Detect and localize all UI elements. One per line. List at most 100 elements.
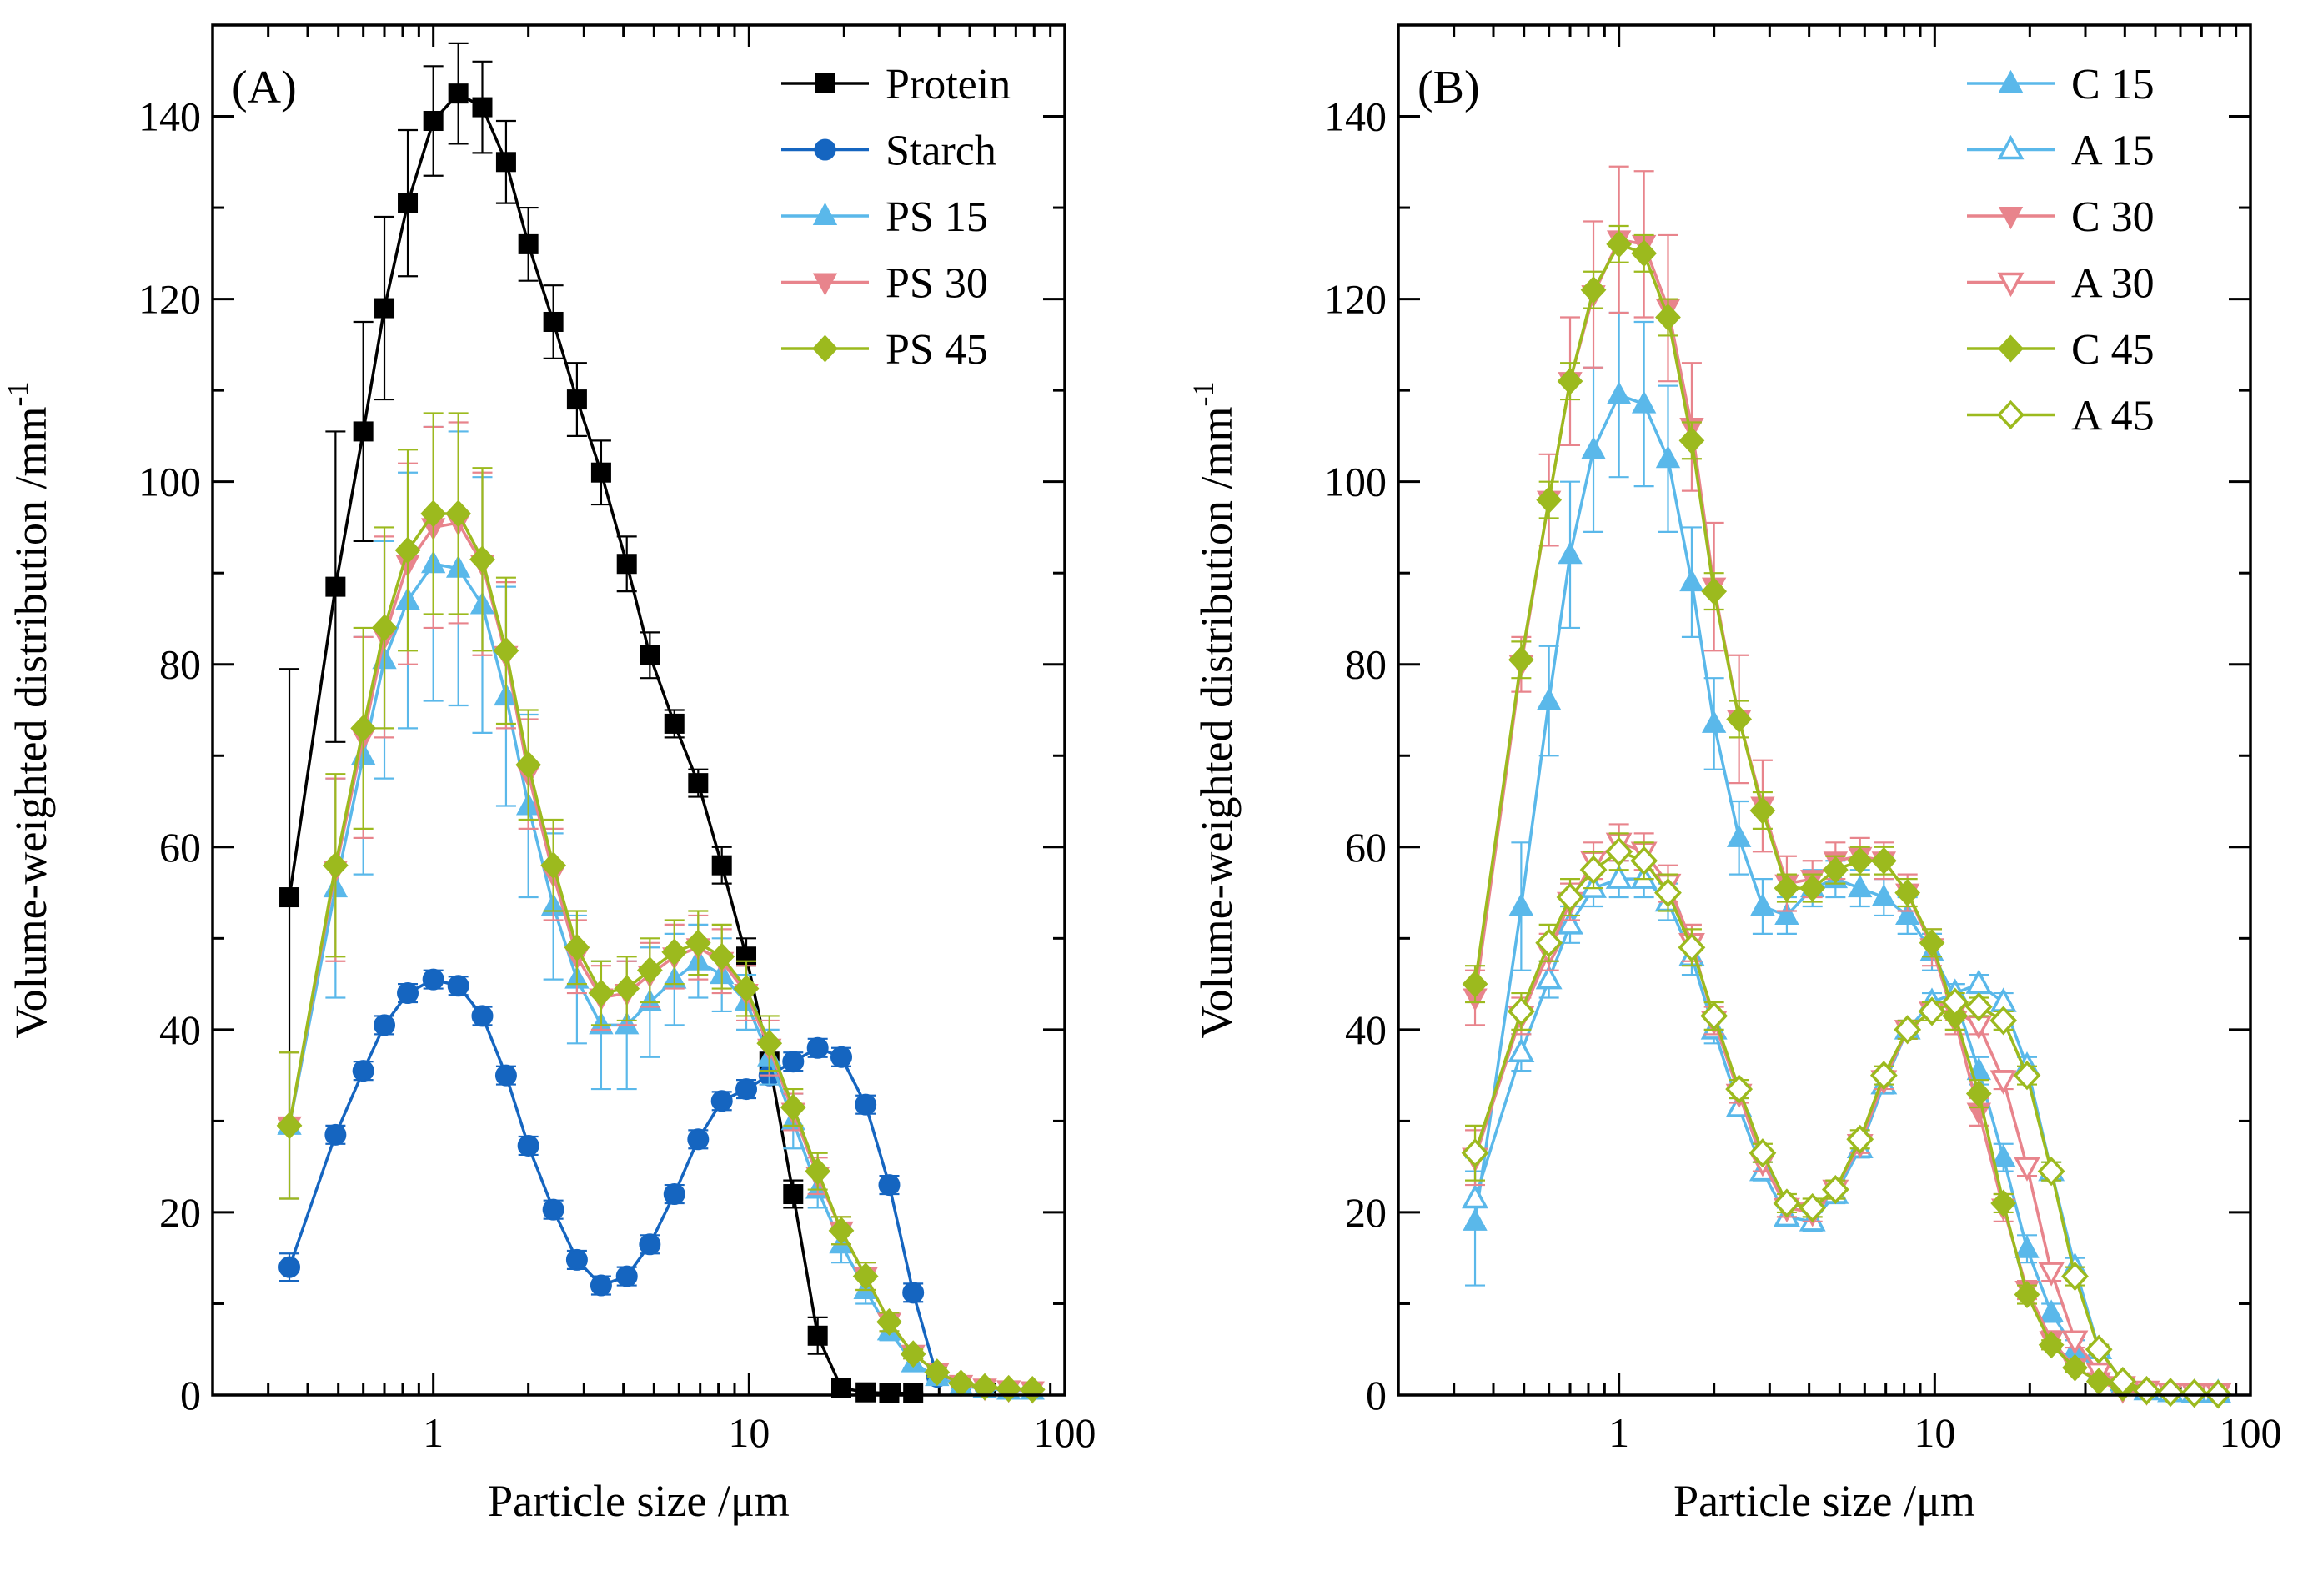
legend-item: PS 45 <box>781 326 988 374</box>
x-tick-label: 1 <box>423 1409 444 1456</box>
data-point <box>1919 929 1945 957</box>
data-point <box>2038 1331 2065 1359</box>
data-point <box>276 1112 303 1140</box>
data-point <box>879 1383 900 1403</box>
legend-marker <box>1998 69 2024 93</box>
data-point <box>1606 381 1632 404</box>
data-point <box>685 929 711 957</box>
data-point <box>1869 1061 1898 1091</box>
y-tick-label: 80 <box>1345 641 1387 688</box>
y-tick-label: 140 <box>138 93 201 140</box>
data-point <box>448 83 469 104</box>
data-point <box>2014 1281 2040 1308</box>
y-tick-label: 120 <box>1324 276 1387 323</box>
data-point <box>855 1382 876 1403</box>
data-point <box>1535 928 1563 958</box>
data-point <box>2037 1157 2065 1187</box>
data-point <box>1631 239 1658 268</box>
legend-label: Protein <box>886 61 1011 108</box>
data-point <box>1462 970 1488 998</box>
y-axis-title: Volume-weighted distribution /mm-1 <box>1187 382 1242 1039</box>
data-point <box>324 1123 347 1146</box>
data-point <box>1871 883 1896 907</box>
data-point <box>1508 1037 1535 1062</box>
data-point <box>876 1307 902 1336</box>
legend-label: PS 15 <box>886 193 988 241</box>
legend-marker <box>815 73 835 93</box>
data-point <box>664 713 685 734</box>
x-axis-title: Particle size /μm <box>488 1476 790 1526</box>
legend-label: A 45 <box>2071 393 2155 440</box>
data-point <box>1507 996 1535 1026</box>
data-point <box>1606 230 1633 258</box>
data-point <box>924 1358 951 1387</box>
data-point <box>903 1383 924 1403</box>
data-point <box>495 152 516 173</box>
data-point <box>806 1036 829 1059</box>
legend-label: C 45 <box>2071 326 2155 374</box>
data-point <box>471 1005 494 1027</box>
data-point <box>1870 846 1897 875</box>
data-point <box>543 311 564 332</box>
data-point <box>1701 710 1727 733</box>
data-point <box>374 1014 396 1036</box>
data-point <box>1508 645 1534 674</box>
y-axis-title-superscript: -1 <box>1 382 34 407</box>
data-point <box>1557 910 1583 935</box>
data-point <box>325 576 346 597</box>
legend-label: C 30 <box>2071 193 2155 241</box>
y-tick-label: 40 <box>159 1006 201 1053</box>
x-tick-label: 10 <box>1914 1409 1955 1456</box>
data-point <box>2038 1262 2065 1287</box>
chart-panel-b: 1 10 100 0 20 40 60 80 100 120 140 Particle size /μ… <box>1187 23 2282 1526</box>
y-tick-label: 100 <box>138 459 201 505</box>
data-point <box>1678 932 1706 962</box>
data-point <box>1774 874 1800 902</box>
data-point <box>2180 1378 2209 1408</box>
legend-item: C 45 <box>1967 326 2155 374</box>
y-tick-label: 0 <box>1366 1372 1387 1418</box>
data-point <box>1557 367 1583 395</box>
data-point <box>1846 1124 1874 1154</box>
data-point <box>1679 569 1704 592</box>
data-point <box>756 1029 783 1057</box>
data-point <box>469 545 495 574</box>
data-point <box>1749 796 1776 825</box>
data-point <box>878 1174 901 1197</box>
data-point <box>615 1265 638 1287</box>
data-point <box>566 389 587 410</box>
data-point <box>350 714 377 742</box>
data-point <box>2039 1299 2064 1322</box>
x-axis-title: Particle size /μm <box>1673 1476 1975 1526</box>
data-point <box>278 1256 301 1278</box>
data-point <box>1700 1001 1729 1031</box>
axes <box>211 23 1066 1397</box>
x-tick-label: 1 <box>1608 1409 1629 1456</box>
data-point <box>2133 1375 2160 1406</box>
plot-frame <box>1397 23 2252 1397</box>
data-point <box>663 1183 685 1206</box>
y-tick-label: 20 <box>1345 1189 1387 1236</box>
plot-frame <box>211 23 1066 1397</box>
panel-label: (A) <box>232 62 297 113</box>
series-starch <box>278 968 948 1388</box>
data-point <box>1773 1188 1801 1218</box>
legend-marker <box>1997 272 2025 298</box>
data-point <box>2013 1061 2041 1091</box>
data-point <box>1536 687 1562 710</box>
data-point <box>374 298 395 319</box>
data-point <box>1894 879 1921 907</box>
data-point <box>1965 1080 1992 1108</box>
data-point <box>279 887 300 908</box>
data-point <box>902 1282 925 1304</box>
y-tick-label: 60 <box>1345 824 1387 871</box>
y-tick-label: 80 <box>159 641 201 688</box>
data-point <box>353 421 374 442</box>
data-point <box>447 975 469 997</box>
legend: C 15 A 15 C 30 A 30 C 45 A 45 <box>1967 61 2155 440</box>
x-tick-label: 10 <box>728 1409 770 1456</box>
data-point <box>900 1340 926 1368</box>
data-point <box>1558 541 1583 565</box>
y-tick-label: 120 <box>138 276 201 323</box>
